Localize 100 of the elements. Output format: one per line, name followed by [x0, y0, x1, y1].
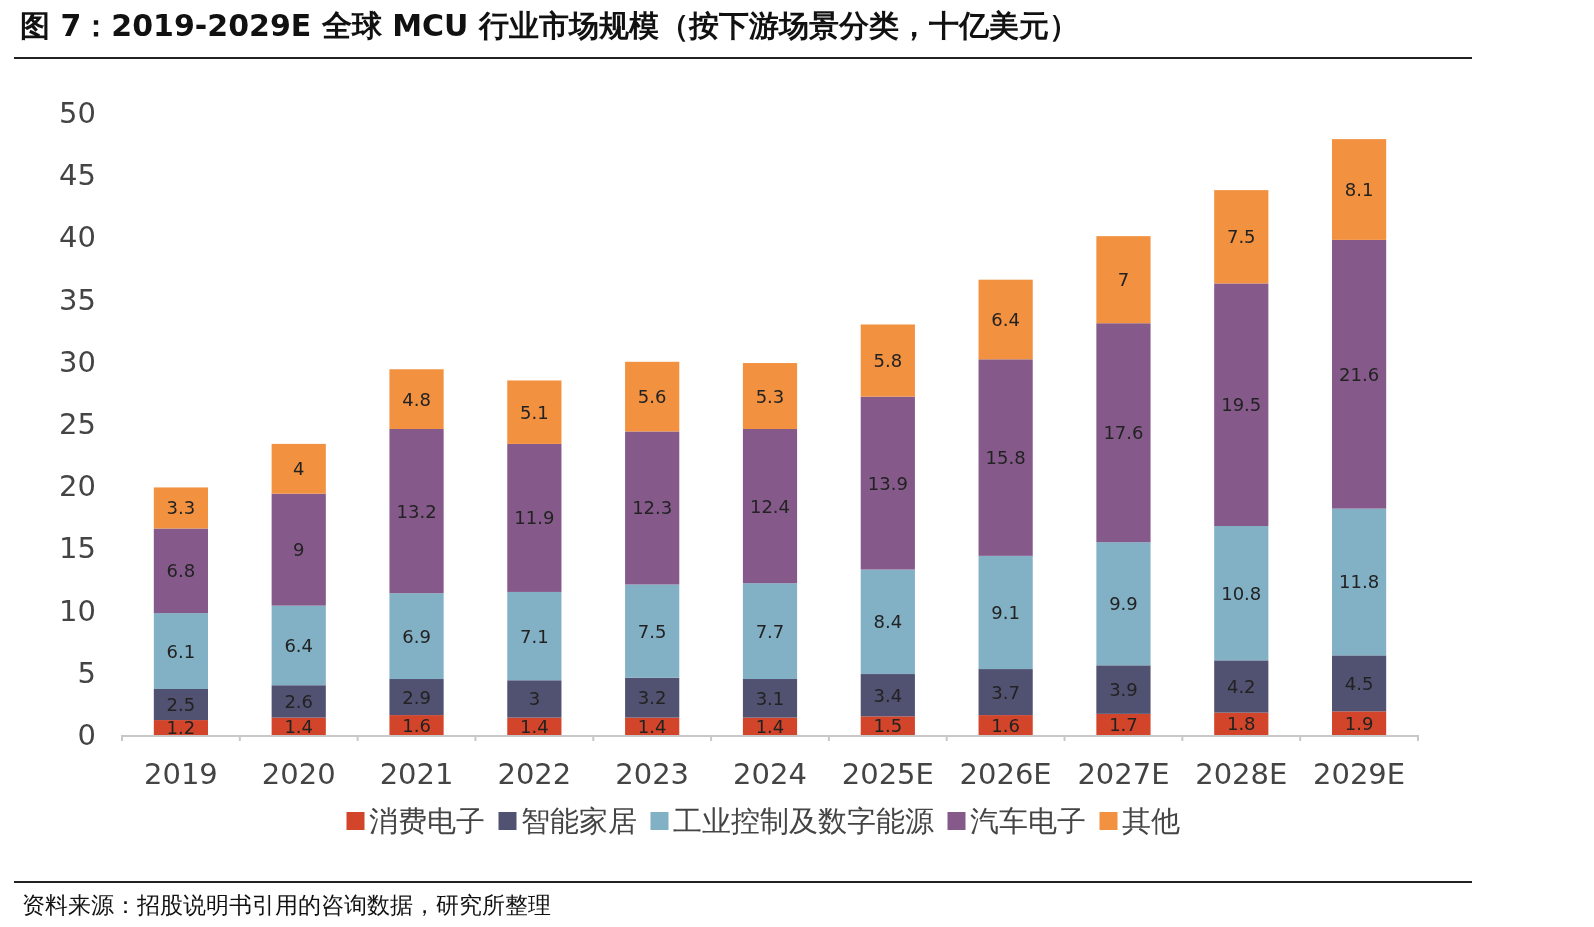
y-tick-label: 45 — [59, 158, 96, 193]
data-label: 17.6 — [1103, 422, 1144, 444]
bar — [507, 591, 562, 681]
bar — [978, 279, 1033, 360]
y-tick-label: 40 — [59, 220, 96, 255]
data-label: 1.8 — [1226, 713, 1256, 735]
data-label: 5.3 — [755, 385, 785, 407]
data-label: 6.8 — [166, 560, 196, 582]
data-label: 3.4 — [873, 684, 903, 706]
x-tick-label: 2022 — [497, 757, 572, 791]
data-label: 2.5 — [166, 694, 196, 716]
x-tick-label: 2028E — [1195, 757, 1288, 791]
x-tick-label: 2023 — [615, 757, 690, 791]
bar — [1214, 283, 1269, 527]
y-tick-label: 35 — [59, 282, 96, 317]
bar — [742, 428, 798, 584]
bar — [1096, 665, 1151, 714]
x-tick-label: 2029E — [1313, 757, 1406, 791]
bar — [271, 605, 326, 686]
data-label: 19.5 — [1221, 394, 1262, 416]
bar — [860, 324, 915, 397]
legend-label: 智能家居 — [520, 804, 637, 838]
bar — [153, 613, 209, 689]
bar — [1331, 655, 1387, 712]
data-label: 6.4 — [991, 309, 1020, 330]
y-tick-label: 0 — [77, 718, 96, 752]
bar — [1331, 239, 1387, 509]
data-label: 1.5 — [873, 715, 903, 737]
bar — [742, 363, 798, 429]
bar — [153, 528, 209, 614]
bar — [1096, 236, 1151, 324]
bar — [389, 369, 444, 429]
bar — [389, 679, 444, 716]
x-tick-label: 2019 — [144, 757, 218, 791]
chart-title: 图 7：2019-2029E 全球 MCU 行业市场规模（按下游场景分类，十亿美元） — [20, 8, 1079, 43]
plot: 1.2 1.4 1.6 1.4 1.4 1.4 1.5 1.6 1.7 1.8 1.9 2.5 2.6 2.9 3 3.2 3.1 3.4 3.7 3.9 4.2 4.5 6.1 6.4 6.9 7.1 7.5 7.7 8.4 9.1 9.9 10.8 11.8 6.8 9 13.2 11.9 12.3 12.4 13.9 15.8 17.6 19.5 21.6 3.3 4 4.8 5.1 5.6 5.3 5.8 6.4 7 7.5 8.1 — [153, 139, 1387, 739]
data-label: 4.8 — [402, 388, 431, 410]
x-tick-label: 2027E — [1077, 757, 1170, 791]
data-label: 3.9 — [1109, 679, 1138, 701]
data-label: 12.3 — [632, 497, 673, 519]
bar — [860, 674, 915, 717]
text: 资料来源：招股说明书引用的咨询数据，研究所整理 — [22, 892, 551, 918]
data-label: 1.6 — [991, 714, 1020, 736]
bar — [1096, 323, 1151, 543]
data-label: 7.7 — [755, 620, 785, 642]
data-label: 6.4 — [284, 634, 314, 656]
y-tick-label: 20 — [59, 469, 96, 504]
y-tick-label: 15 — [59, 531, 96, 566]
y-tick-label: 25 — [59, 407, 96, 441]
bar — [507, 443, 562, 592]
bar — [1331, 508, 1387, 656]
x-tick-label: 2021 — [379, 757, 454, 791]
data-label: 3.7 — [991, 681, 1020, 703]
bar — [978, 359, 1033, 556]
bar — [507, 380, 562, 444]
bar — [860, 569, 915, 675]
data-label: 4 — [293, 458, 305, 480]
data-label: 1.9 — [1344, 712, 1374, 734]
bar — [625, 677, 680, 718]
bar — [742, 679, 798, 718]
data-label: 6.1 — [166, 640, 196, 662]
legend-label: 工业控制及数字能源 — [672, 804, 934, 838]
data-label: 21.6 — [1339, 363, 1380, 385]
x-tick-label: 2024 — [733, 757, 807, 791]
data-label: 7.5 — [637, 620, 667, 642]
data-label: 2.9 — [402, 686, 431, 708]
bar — [625, 584, 680, 678]
data-label: 11.8 — [1339, 571, 1380, 593]
data-label: 1.4 — [284, 715, 314, 737]
bar — [625, 431, 680, 585]
bar — [389, 428, 444, 594]
bar — [153, 487, 209, 529]
bar — [978, 669, 1033, 716]
data-label: 7 — [1117, 269, 1130, 291]
bar — [1214, 526, 1269, 661]
legend-label: 消费电子 — [368, 804, 485, 838]
data-label: 10.8 — [1221, 582, 1262, 604]
data-label: 1.4 — [755, 715, 785, 737]
data-label: 15.8 — [985, 447, 1026, 469]
bar — [742, 583, 798, 680]
y-tick-label: 10 — [59, 593, 96, 628]
data-label: 5.8 — [873, 350, 903, 372]
bar — [978, 555, 1033, 670]
data-label: 5.6 — [637, 386, 667, 408]
data-label: 1.2 — [166, 717, 196, 739]
data-label: 2.6 — [284, 690, 314, 712]
bar — [1214, 660, 1269, 713]
bar — [860, 396, 915, 570]
data-label: 13.2 — [396, 500, 437, 522]
x-tick-label: 2020 — [261, 757, 336, 791]
data-label: 3.2 — [637, 687, 667, 709]
bar — [389, 593, 444, 680]
data-label: 1.4 — [637, 715, 667, 737]
legend-label: 汽车电子 — [969, 804, 1086, 838]
x-tick-label: 2025E — [841, 757, 934, 791]
data-label: 8.4 — [873, 611, 903, 633]
data-label: 9.1 — [991, 601, 1020, 623]
bar — [1096, 542, 1151, 666]
data-label: 1.4 — [520, 715, 549, 737]
data-label: 7.1 — [520, 625, 549, 647]
